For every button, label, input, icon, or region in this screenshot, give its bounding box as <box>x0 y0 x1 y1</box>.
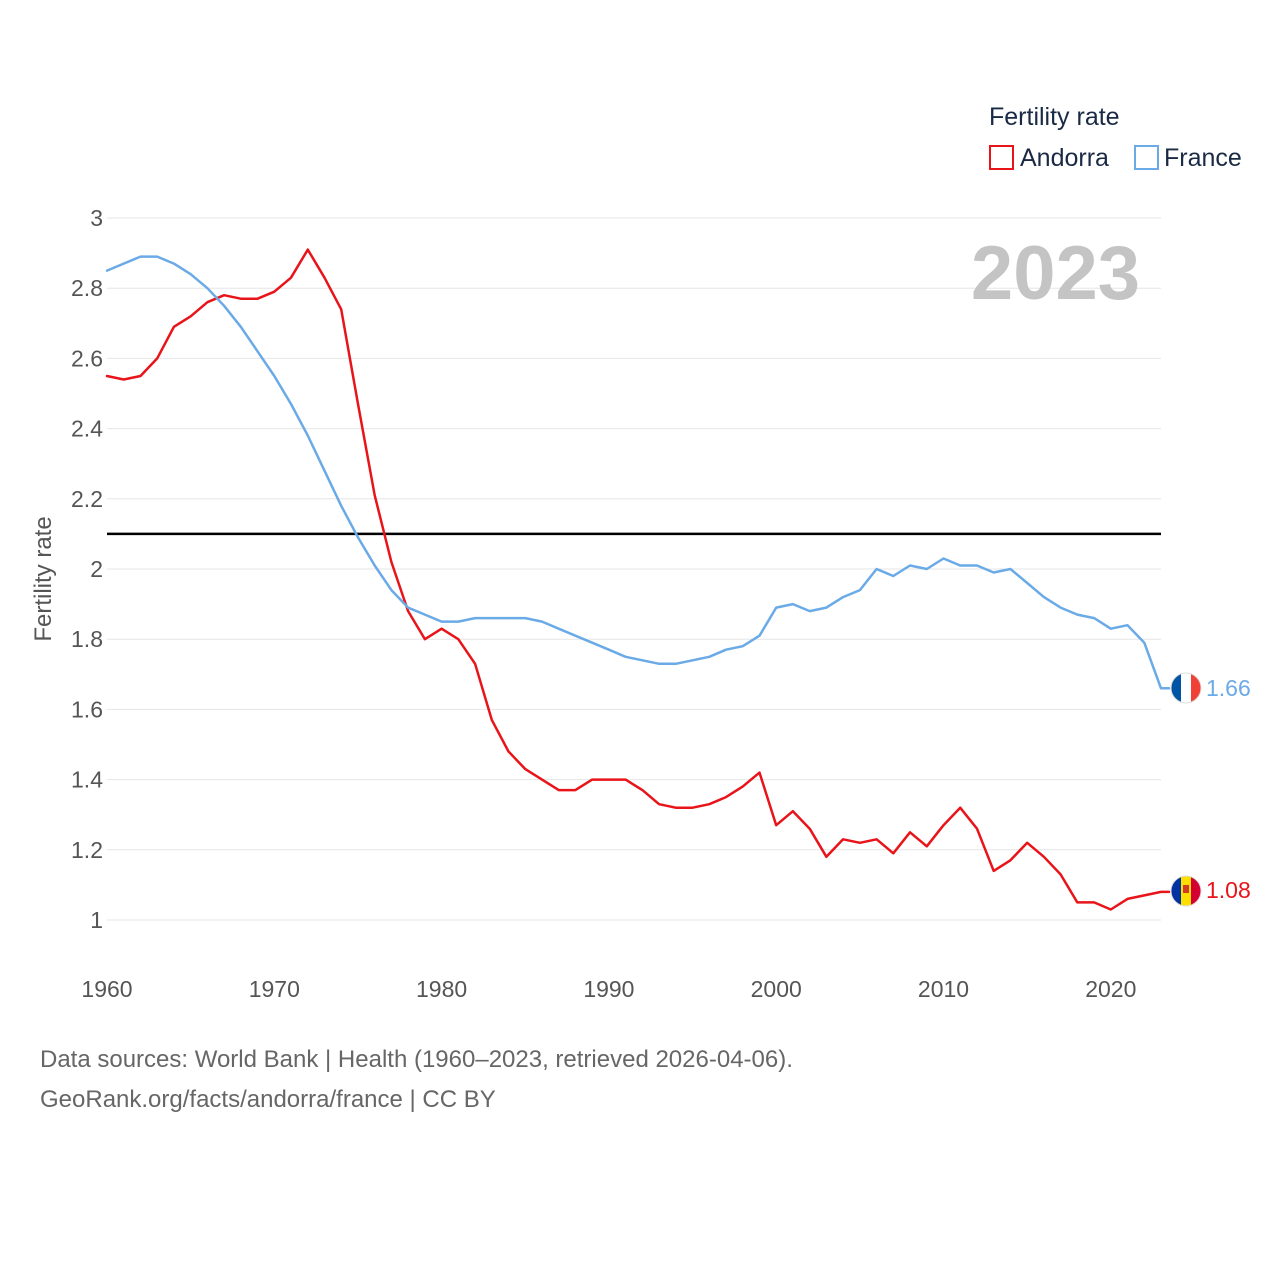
y-axis-title: Fertility rate <box>30 516 57 641</box>
y-tick-label: 2.2 <box>71 486 103 512</box>
series-line-andorra <box>105 248 1171 911</box>
france-end-value: 1.66 <box>1206 675 1251 701</box>
legend: Fertility rate Andorra France <box>989 103 1242 172</box>
x-tick-label: 2010 <box>918 976 969 1002</box>
legend-title: Fertility rate <box>989 103 1120 131</box>
legend-label-andorra[interactable]: Andorra <box>1020 144 1109 172</box>
x-axis-ticks: 1960 1970 1980 1990 2000 2010 2020 <box>81 976 1136 1002</box>
y-tick-label: 1.8 <box>71 626 103 652</box>
legend-label-france[interactable]: France <box>1164 144 1242 172</box>
footer: Data sources: World Bank | Health (1960–… <box>40 1040 793 1120</box>
x-tick-label: 1970 <box>249 976 300 1002</box>
legend-swatch-andorra[interactable] <box>989 145 1014 170</box>
x-tick-label: 2000 <box>751 976 802 1002</box>
attribution-link[interactable]: GeoRank.org/facts/andorra/france | CC BY <box>40 1086 496 1113</box>
y-tick-label: 1.4 <box>71 767 103 793</box>
france-flag-icon <box>1170 672 1202 704</box>
series-lines <box>105 248 1171 911</box>
y-tick-label: 1.2 <box>71 837 103 863</box>
y-tick-label: 2.4 <box>71 416 103 442</box>
x-tick-label: 1990 <box>583 976 634 1002</box>
x-tick-label: 1980 <box>416 976 467 1002</box>
x-tick-label: 2020 <box>1085 976 1136 1002</box>
y-axis-ticks: 1 1.2 1.4 1.6 1.8 2 2.2 2.4 2.6 2.8 3 <box>71 205 103 933</box>
x-tick-label: 1960 <box>81 976 132 1002</box>
year-watermark: 2023 <box>971 231 1140 316</box>
y-tick-label: 1.6 <box>71 696 103 722</box>
series-line-france <box>105 255 1171 690</box>
y-tick-label: 1 <box>90 907 103 933</box>
y-tick-label: 2.6 <box>71 345 103 371</box>
andorra-end-value: 1.08 <box>1206 877 1251 903</box>
gridlines <box>107 217 1161 921</box>
y-tick-label: 3 <box>90 205 103 231</box>
y-tick-label: 2 <box>90 556 103 582</box>
legend-swatch-france[interactable] <box>1134 145 1159 170</box>
data-sources-text: Data sources: World Bank | Health (1960–… <box>40 1046 793 1073</box>
y-tick-label: 2.8 <box>71 275 103 301</box>
andorra-flag-icon <box>1170 875 1202 907</box>
